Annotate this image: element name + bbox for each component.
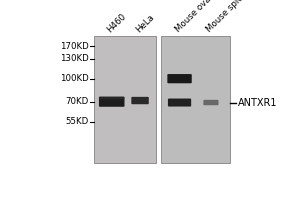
Text: 170KD: 170KD [60, 42, 89, 51]
Text: 70KD: 70KD [65, 97, 89, 106]
Text: 130KD: 130KD [60, 54, 89, 63]
Text: 100KD: 100KD [60, 74, 89, 83]
FancyBboxPatch shape [99, 96, 124, 99]
Bar [161, 36, 230, 163]
Text: Mouse ovary: Mouse ovary [173, 0, 218, 34]
FancyBboxPatch shape [99, 97, 124, 107]
Text: ANTXR1: ANTXR1 [238, 98, 277, 108]
Text: H460: H460 [105, 11, 128, 34]
Text: 55KD: 55KD [65, 117, 89, 126]
FancyBboxPatch shape [168, 99, 191, 107]
Text: Mouse spleen: Mouse spleen [205, 0, 253, 34]
Text: HeLa: HeLa [134, 12, 155, 34]
FancyBboxPatch shape [167, 74, 192, 83]
FancyBboxPatch shape [203, 100, 218, 105]
Bar [94, 36, 156, 163]
FancyBboxPatch shape [131, 97, 149, 104]
